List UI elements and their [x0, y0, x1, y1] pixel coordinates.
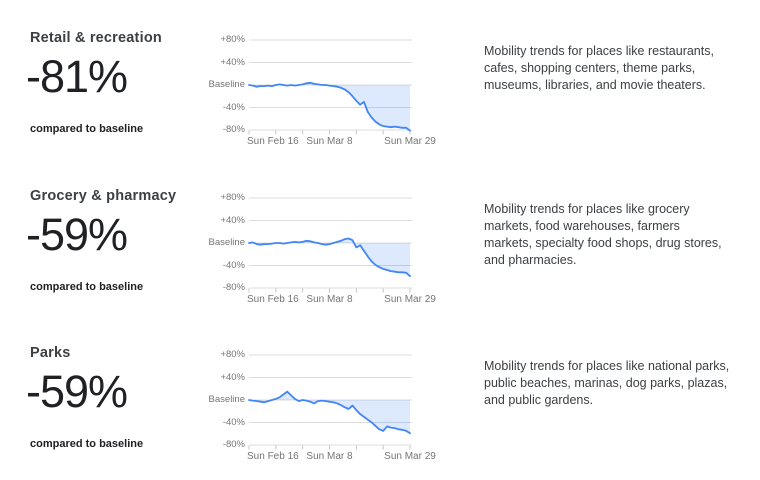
y-axis-label: +40% [220, 371, 245, 383]
x-axis-labels: Sun Feb 16 Sun Mar 8 Sun Mar 29 [190, 448, 450, 462]
section-parks: Parks -59% compared to baseline +80% +40%… [0, 333, 760, 480]
trend-line [248, 390, 411, 435]
mobility-trend-plot [248, 354, 412, 450]
section-retail-recreation: Retail & recreation -81% compared to bas… [0, 18, 760, 173]
grocery-pharmacy-chart: +80% +40% Baseline -40% -80% Sun Feb 16 Sun Ma… [190, 192, 450, 316]
y-axis-label: +80% [220, 192, 245, 203]
baseline-caption: compared to baseline [30, 281, 144, 293]
y-axis-label: -40% [222, 101, 245, 113]
y-axis-label: Baseline [208, 79, 245, 90]
section-grocery-pharmacy: Grocery & pharmacy -59% compared to base… [0, 176, 760, 331]
category-title: Parks [30, 345, 71, 362]
category-title: Grocery & pharmacy [30, 188, 177, 205]
y-axis-label: -40% [222, 416, 245, 428]
baseline-deviation-fill [249, 82, 410, 131]
y-axis-labels: +80% +40% Baseline -40% -80% [190, 34, 245, 136]
y-axis-label: Baseline [208, 237, 245, 248]
x-axis-label: Sun Feb 16 [247, 294, 299, 305]
y-axis-label: -80% [222, 282, 245, 293]
baseline-deviation-fill [249, 238, 410, 277]
y-axis-label: -80% [222, 124, 245, 135]
x-axis-labels: Sun Feb 16 Sun Mar 8 Sun Mar 29 [190, 291, 450, 305]
y-axis-labels: +80% +40% Baseline -40% -80% [190, 192, 245, 294]
category-description: Mobility trends for places like national… [484, 359, 730, 407]
x-axis-label: Sun Mar 8 [306, 294, 353, 305]
x-axis-label: Sun Mar 29 [384, 294, 436, 305]
y-axis-label: -80% [222, 439, 245, 450]
x-axis-label: Sun Mar 8 [306, 451, 353, 462]
mobility-trend-plot [248, 197, 412, 293]
mobility-trend-plot [248, 39, 412, 135]
percent-change-value: -59% [26, 209, 128, 260]
trend-line [248, 81, 411, 132]
parks-chart: +80% +40% Baseline -40% -80% Sun Feb 16 Sun Ma… [190, 349, 450, 473]
percent-change-value: -81% [26, 51, 128, 102]
retail-recreation-chart: +80% +40% Baseline -40% -80% Sun Feb 16 Sun Ma… [190, 34, 450, 158]
baseline-caption: compared to baseline [30, 438, 144, 450]
x-axis-label: Sun Mar 29 [384, 451, 436, 462]
baseline-caption: compared to baseline [30, 123, 144, 135]
x-axis-label: Sun Feb 16 [247, 136, 299, 147]
category-description: Mobility trends for places like grocery … [484, 202, 722, 267]
category-title: Retail & recreation [30, 30, 162, 47]
y-axis-label: -40% [222, 259, 245, 271]
x-axis-label: Sun Mar 8 [306, 136, 353, 147]
y-axis-label: +40% [220, 214, 245, 226]
percent-change-value: -59% [26, 366, 128, 417]
category-description: Mobility trends for places like restaura… [484, 44, 714, 92]
y-axis-label: +40% [220, 56, 245, 68]
x-axis-label: Sun Feb 16 [247, 451, 299, 462]
y-axis-label: +80% [220, 34, 245, 45]
x-axis-label: Sun Mar 29 [384, 136, 436, 147]
baseline-deviation-fill [249, 391, 410, 434]
y-axis-label: +80% [220, 349, 245, 360]
y-axis-labels: +80% +40% Baseline -40% -80% [190, 349, 245, 451]
trend-line [248, 237, 411, 278]
x-axis-labels: Sun Feb 16 Sun Mar 8 Sun Mar 29 [190, 133, 450, 147]
y-axis-label: Baseline [208, 394, 245, 405]
